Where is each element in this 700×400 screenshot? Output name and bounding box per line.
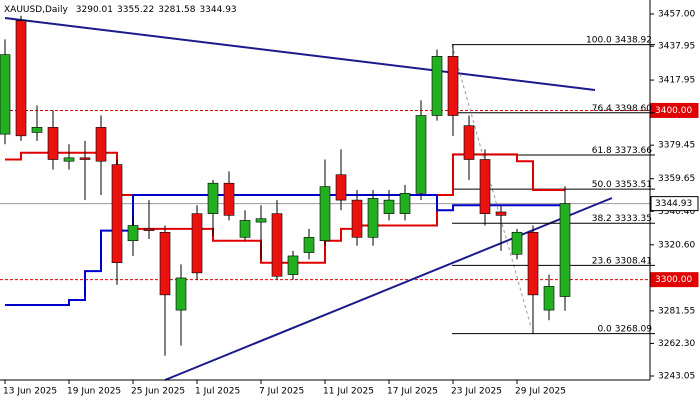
y-tick-label: 3359.65 [658, 174, 695, 184]
indicator-line [5, 194, 565, 307]
candle-body [191, 213, 203, 274]
level-box [650, 102, 699, 118]
candle-body [303, 237, 315, 253]
fib-label: 76.4 3398.60 [592, 103, 653, 113]
y-tick-label: 3417.95 [658, 76, 695, 86]
fib-label: 23.6 3308.41 [592, 256, 652, 266]
candle-body [111, 164, 123, 264]
candle-body [511, 231, 523, 255]
candle-body [0, 54, 11, 135]
candle-body [447, 55, 459, 116]
candle-body [399, 193, 411, 214]
fib-label: 100.0 3438.92 [586, 35, 652, 45]
candle-body [255, 218, 267, 223]
header: XAUUSD,Daily 3290.01 3355.22 3281.58 3344.93 [4, 5, 237, 15]
x-tick-label: 23 Jul 2025 [451, 387, 502, 397]
level-label: 3300.00 [655, 275, 692, 285]
candle-body [287, 255, 299, 275]
fib-label: 61.8 3373.66 [592, 146, 653, 156]
fib-level: 61.8 [592, 146, 612, 156]
candle-body [319, 186, 331, 242]
y-tick-label: 3437.95 [658, 42, 695, 52]
fib-level: 38.2 [592, 214, 612, 224]
y-tick-label: 3379.45 [658, 141, 695, 151]
x-tick-label: 29 Jul 2025 [515, 387, 566, 397]
level-label: 3400.00 [655, 106, 692, 116]
fib-level: 0.0 [597, 324, 612, 334]
y-tick-label: 3320.60 [658, 240, 695, 250]
x-tick-label: 19 Jun 2025 [67, 387, 121, 397]
candle-body [271, 213, 283, 277]
fib-price: 3333.35 [615, 214, 652, 224]
candle-body [383, 199, 395, 214]
candle-body [63, 157, 75, 162]
y-tick-label: 3281.55 [658, 306, 695, 316]
candle-body [351, 199, 363, 238]
candle-body [431, 55, 443, 116]
candle-body [95, 127, 107, 162]
y-tick-label: 3457.00 [658, 10, 695, 20]
x-tick-label: 13 Jun 2025 [3, 387, 57, 397]
fib-price: 3398.60 [615, 103, 652, 113]
fib-price: 3353.51 [615, 180, 652, 190]
candle-body [207, 182, 219, 214]
candle-body [175, 277, 187, 311]
level-box [650, 272, 699, 288]
fib-label: 38.2 3333.35 [592, 214, 652, 224]
candle-body [159, 231, 171, 296]
y-tick-label: 3262.30 [658, 339, 695, 349]
level-label: 3344.93 [655, 199, 692, 209]
fib-price: 3438.92 [615, 35, 652, 45]
candle-body [543, 286, 555, 311]
candle-body [31, 127, 43, 133]
fib-price: 3268.09 [615, 324, 652, 334]
x-tick-label: 17 Jul 2025 [387, 387, 438, 397]
candle-body [415, 115, 427, 194]
candle-body [15, 20, 27, 137]
x-tick-label: 11 Jul 2025 [323, 387, 374, 397]
candle-body [367, 198, 379, 238]
y-tick-label: 3243.05 [658, 372, 695, 382]
level-box [650, 196, 699, 212]
trendline [164, 197, 613, 381]
fib-level: 23.6 [592, 256, 612, 266]
candle-body [223, 182, 235, 216]
candle-body [463, 125, 475, 160]
fib-price: 3373.66 [615, 146, 652, 156]
x-tick-label: 1 Jul 2025 [195, 387, 240, 397]
candle-body [495, 211, 507, 216]
candle-body [479, 159, 491, 214]
fib-label: 0.0 3268.09 [597, 324, 652, 334]
fib-level: 76.4 [592, 103, 612, 113]
x-tick-label: 25 Jun 2025 [131, 387, 185, 397]
x-tick-label: 7 Jul 2025 [259, 387, 304, 397]
candle-body [47, 127, 59, 160]
fib-level: 50.0 [592, 180, 612, 190]
ohlc-close: 3344.93 [199, 5, 236, 15]
ohlc-high: 3355.22 [117, 5, 154, 15]
candle-body [239, 220, 251, 238]
ohlc-open: 3290.01 [76, 5, 113, 15]
candle-body [559, 203, 571, 297]
fib-anchor [451, 44, 532, 328]
trendlines [4, 17, 613, 381]
ohlc-low: 3281.58 [158, 5, 195, 15]
candle-body [527, 231, 539, 296]
fib-price: 3308.41 [615, 256, 652, 266]
trendline [4, 17, 596, 91]
fib-label: 50.0 3353.51 [592, 180, 652, 190]
y-tick-label: 3340.40 [658, 207, 695, 217]
fib-level: 100.0 [586, 35, 612, 45]
candle-body [335, 174, 347, 201]
symbol: XAUUSD,Daily [4, 5, 68, 15]
candle-body [143, 228, 155, 231]
candle-body [127, 225, 139, 242]
candle-body [79, 157, 91, 160]
